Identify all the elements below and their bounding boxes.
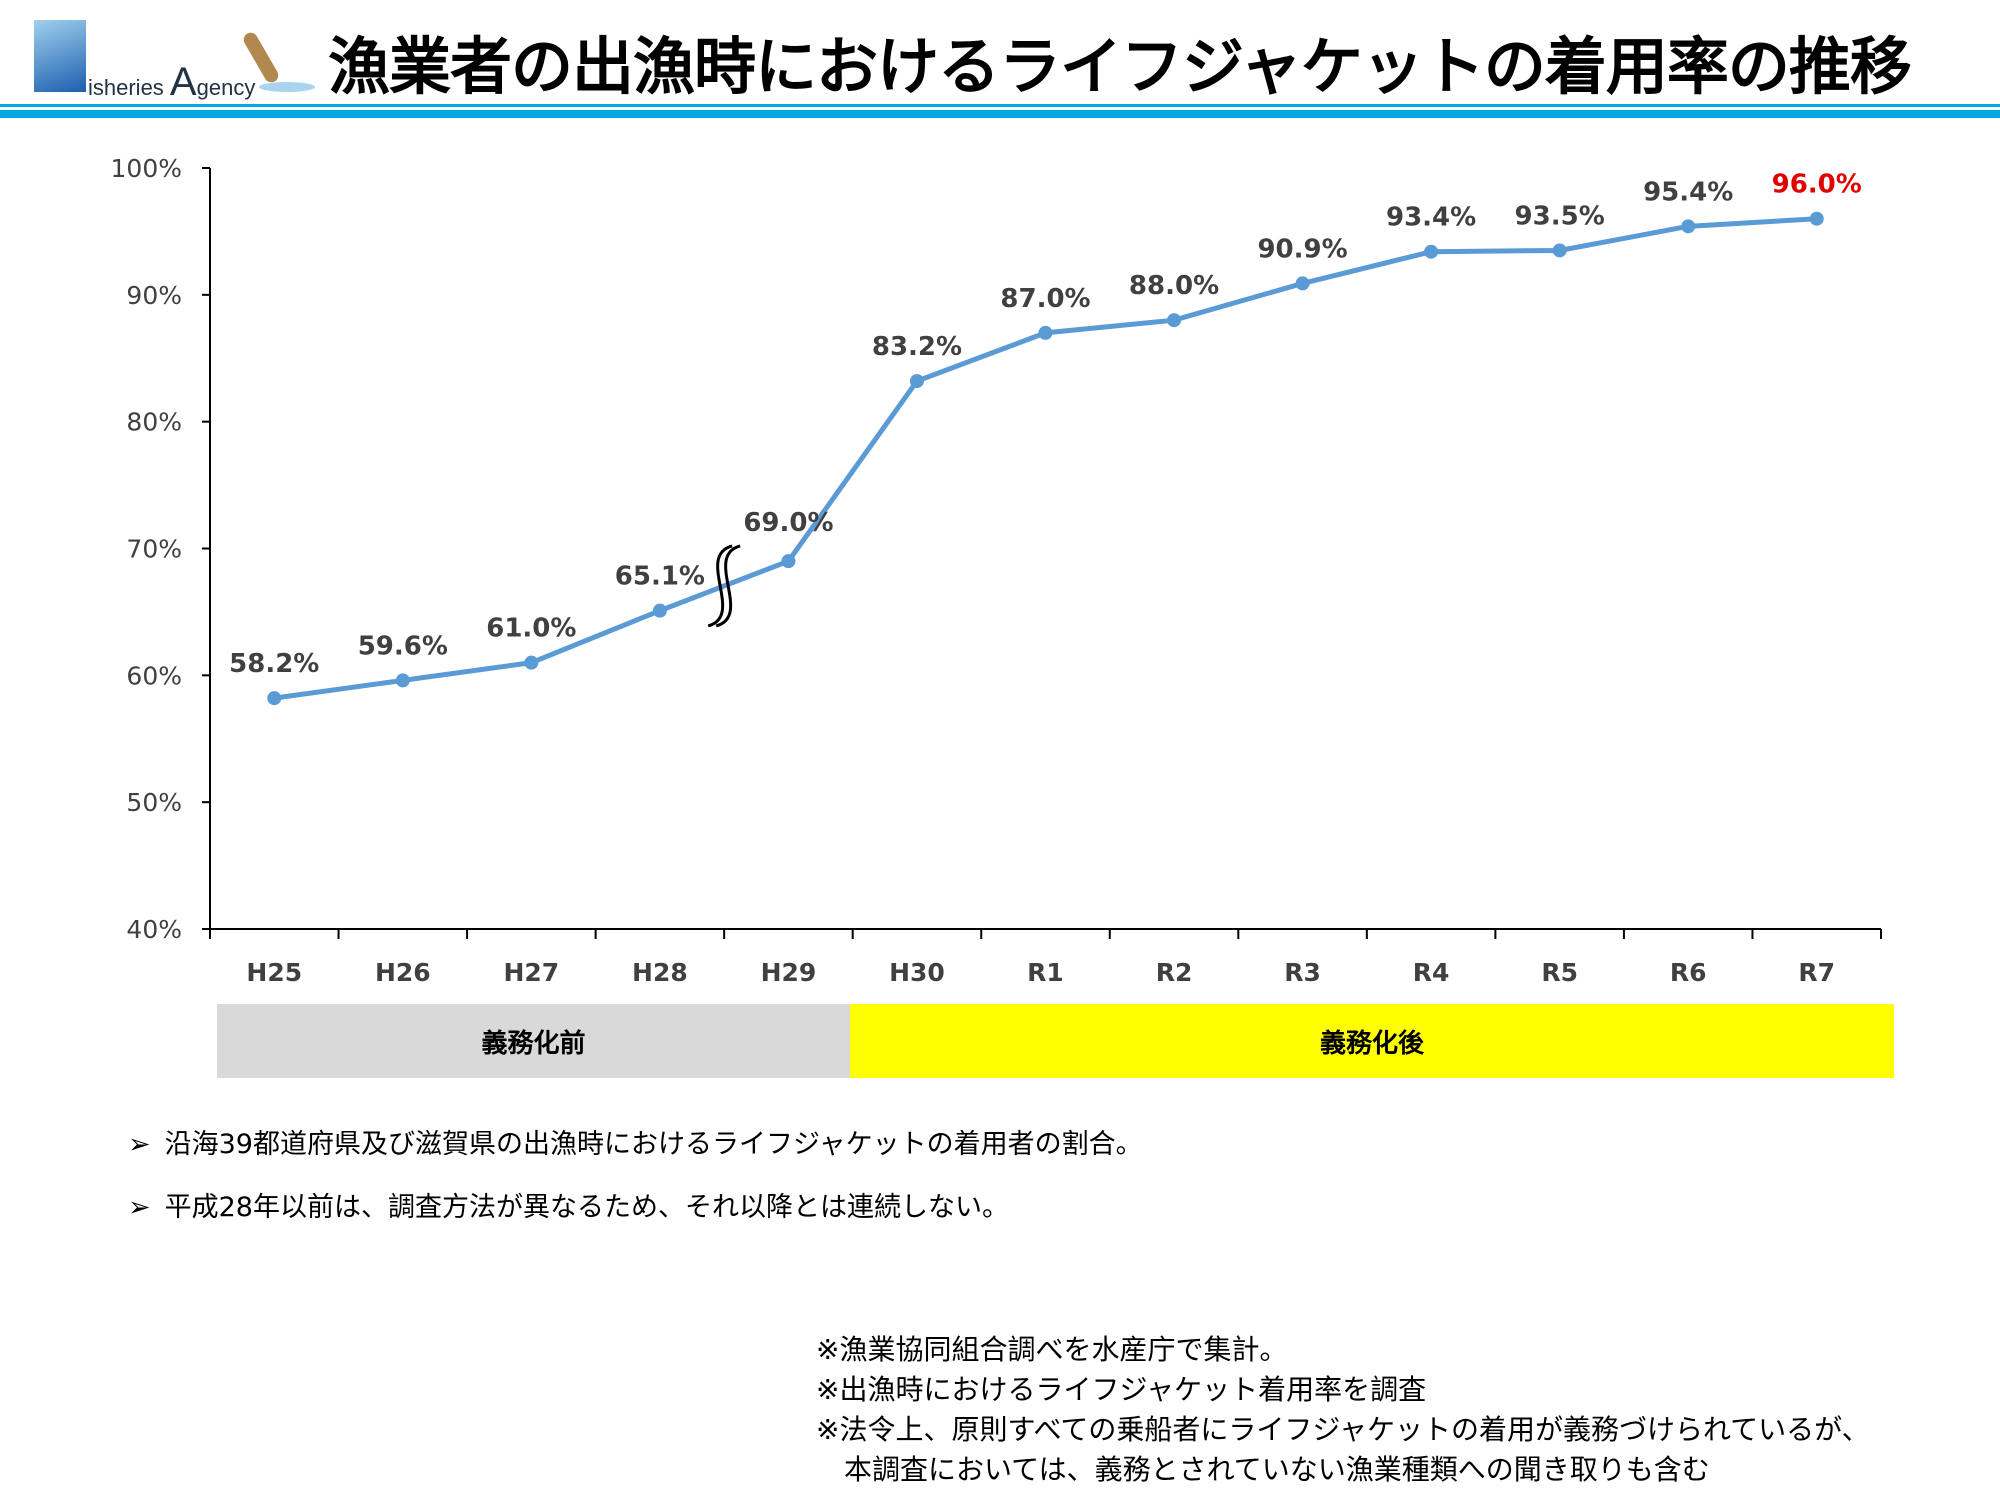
y-tick-label: 90% bbox=[126, 281, 182, 310]
axis-break-icon bbox=[707, 544, 733, 628]
data-label: 87.0% bbox=[1000, 284, 1090, 314]
data-point bbox=[781, 554, 796, 569]
data-label: 93.5% bbox=[1515, 201, 1605, 231]
y-tick-label: 40% bbox=[126, 915, 182, 944]
x-tick-label: H28 bbox=[632, 958, 688, 987]
band-after-mandate: 義務化後 bbox=[850, 1004, 1894, 1078]
y-tick-label: 70% bbox=[126, 535, 182, 564]
x-tick-label: R2 bbox=[1156, 958, 1193, 987]
data-label: 83.2% bbox=[872, 332, 962, 362]
bullet-text: 平成28年以前は、調査方法が異なるため、それ以降とは連続しない。 bbox=[164, 1192, 1009, 1223]
logo-f-mark bbox=[34, 20, 86, 92]
data-point bbox=[1681, 219, 1696, 234]
header-rule-thick bbox=[0, 110, 2000, 118]
note-line: ※法令上、原則すべての乗船者にライフジャケットの着用が義務づけられているが、 bbox=[816, 1413, 1870, 1446]
data-label: 69.0% bbox=[743, 508, 833, 538]
note-line: 本調査においては、義務とされていない漁業種類への聞き取りも含む bbox=[816, 1453, 1710, 1486]
x-tick-label: R4 bbox=[1413, 958, 1450, 987]
x-tick-label: H30 bbox=[889, 958, 945, 987]
data-point bbox=[1809, 211, 1824, 226]
data-label: 95.4% bbox=[1643, 177, 1733, 207]
x-tick-label: R3 bbox=[1284, 958, 1321, 987]
data-point bbox=[395, 673, 410, 688]
y-tick-label: 60% bbox=[126, 661, 182, 690]
water-icon bbox=[259, 82, 315, 92]
logo-text: isheries Agency bbox=[88, 60, 256, 104]
data-label: 58.2% bbox=[229, 649, 319, 679]
band-before-mandate: 義務化前 bbox=[217, 1004, 850, 1078]
bullet-text: 沿海39都道府県及び滋賀県の出漁時におけるライフジャケットの着用者の割合。 bbox=[164, 1129, 1143, 1160]
x-tick-label: R5 bbox=[1541, 958, 1578, 987]
data-point bbox=[652, 603, 667, 618]
y-tick-label: 50% bbox=[126, 788, 182, 817]
axis-break-icon bbox=[715, 544, 741, 628]
x-tick-label: R1 bbox=[1027, 958, 1064, 987]
line-chart: 40% 50% 60% 70% 80% 90% 100% H25 H26 H27 H28 H29 H30… bbox=[111, 154, 1882, 987]
data-point bbox=[1038, 325, 1053, 340]
data-label: 65.1% bbox=[615, 562, 705, 592]
header-rule-thin bbox=[0, 104, 2000, 107]
x-tick-label: H29 bbox=[761, 958, 817, 987]
x-tick-label: H27 bbox=[503, 958, 559, 987]
fisheries-agency-logo: isheries Agency bbox=[34, 20, 324, 104]
data-label: 90.9% bbox=[1257, 234, 1347, 264]
band-label: 義務化後 bbox=[1319, 1028, 1424, 1059]
data-label: 61.0% bbox=[486, 614, 576, 644]
data-point bbox=[909, 374, 924, 389]
note-line: ※漁業協同組合調べを水産庁で集計。 bbox=[816, 1333, 1288, 1366]
band-label: 義務化前 bbox=[481, 1028, 586, 1059]
x-tick-label: H26 bbox=[375, 958, 431, 987]
data-point bbox=[1552, 243, 1567, 258]
note-line: ※出漁時におけるライフジャケット着用率を調査 bbox=[816, 1373, 1427, 1406]
x-tick-label: H25 bbox=[246, 958, 302, 987]
data-label: 88.0% bbox=[1129, 271, 1219, 301]
y-tick-label: 100% bbox=[111, 154, 182, 183]
data-point bbox=[267, 691, 282, 706]
arrow-bullet-icon: ➢ bbox=[128, 1129, 151, 1160]
bullet-item: ➢ 平成28年以前は、調査方法が異なるため、それ以降とは連続しない。 bbox=[128, 1185, 1009, 1224]
data-point bbox=[1424, 244, 1439, 259]
x-tick-label: R7 bbox=[1798, 958, 1835, 987]
x-tick-label: R6 bbox=[1670, 958, 1707, 987]
data-point bbox=[524, 655, 539, 670]
page-title: 漁業者の出漁時におけるライフジャケットの着用率の推移 bbox=[328, 30, 1912, 103]
data-label: 59.6% bbox=[358, 631, 448, 661]
y-tick-label: 80% bbox=[126, 408, 182, 437]
arrow-bullet-icon: ➢ bbox=[128, 1192, 151, 1223]
data-point bbox=[1295, 276, 1310, 291]
data-label: 93.4% bbox=[1386, 203, 1476, 233]
data-point bbox=[1167, 313, 1182, 328]
bullet-item: ➢ 沿海39都道府県及び滋賀県の出漁時におけるライフジャケットの着用者の割合。 bbox=[128, 1122, 1143, 1161]
data-label: 96.0% bbox=[1772, 170, 1862, 200]
